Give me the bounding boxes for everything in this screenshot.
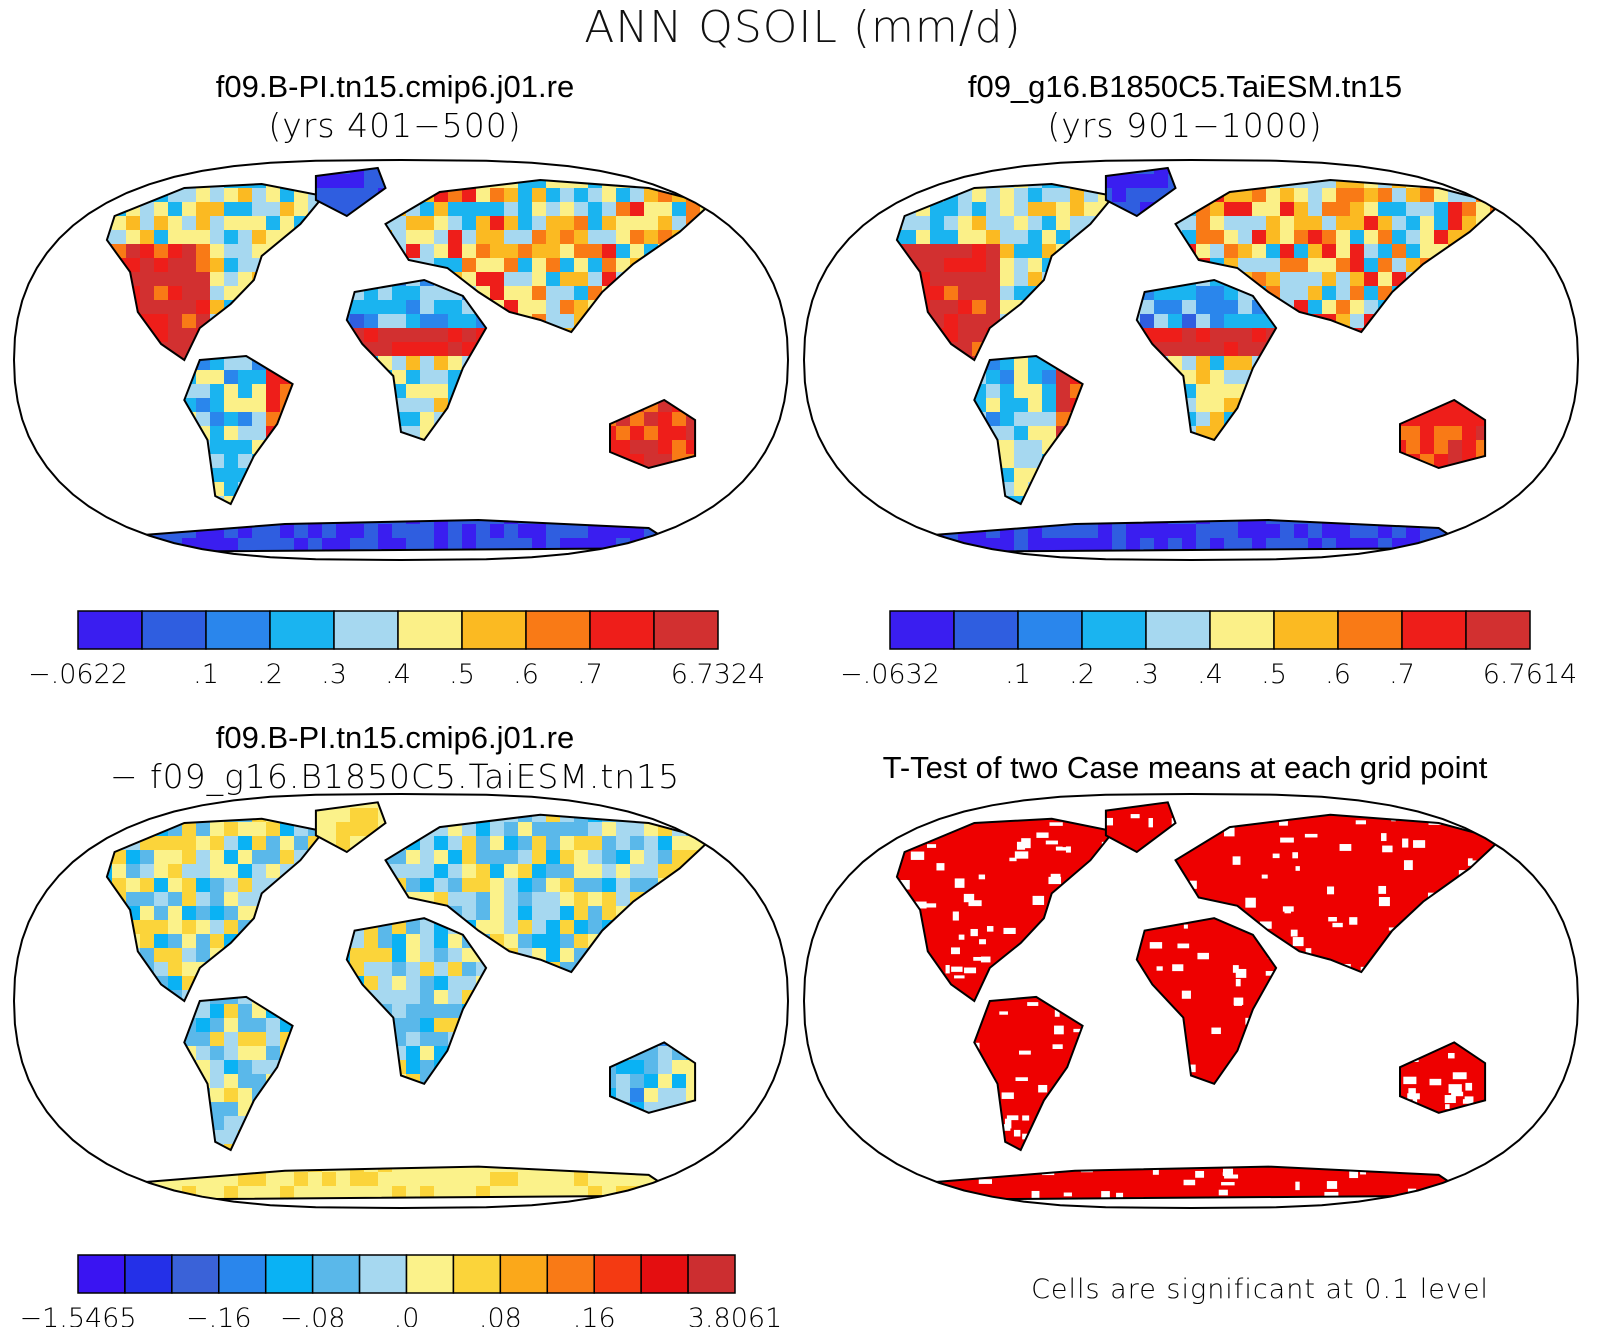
panel-case1-title-line2: (yrs 401−500): [0, 106, 790, 146]
panel-ttest-map-border: [802, 792, 1580, 1210]
colorbar-diff-swatch: [593, 1254, 642, 1294]
colorbar-case1-tick-label: −.0622: [28, 659, 128, 690]
colorbar-case1-tick-label: .2: [257, 659, 283, 690]
colorbar-diff-swatch: [77, 1254, 126, 1294]
panel-case2-title-line1: f09_g16.B1850C5.TaiESM.tn15: [790, 68, 1580, 106]
colorbar-diff: −1.5465 −.16 −.08 .0 .08 .16 3.8061: [19, 1254, 782, 1327]
colorbar-diff-tick-label: .08: [479, 1303, 522, 1327]
colorbar-case2-tick-label: −.0632: [840, 659, 940, 690]
colorbar-case1-swatch: [205, 610, 271, 650]
significance-footnote: Cells are significant at 0.1 level: [1000, 1274, 1520, 1305]
panel-diff-map: [12, 792, 790, 1210]
colorbar-diff-swatch: [499, 1254, 549, 1294]
colorbar-case2-swatch: [1337, 610, 1403, 650]
panel-case1-australia: [609, 398, 697, 470]
colorbar-case2-swatch: [1465, 610, 1531, 650]
colorbar-case2-tick-label: .1: [1005, 659, 1031, 690]
colorbar-case1-swatch: [269, 610, 335, 650]
panel-diff-north-america: [105, 817, 326, 1003]
colorbar-diff-tick-label: .0: [394, 1303, 420, 1327]
colorbar-case2-tick-label: .5: [1261, 659, 1287, 690]
colorbar-diff-swatch: [218, 1254, 267, 1294]
colorbar-diff-tick-label: −.08: [280, 1303, 346, 1327]
colorbar-case1-swatch: [141, 610, 207, 650]
colorbar-diff-swatch: [640, 1254, 689, 1294]
colorbar-diff-swatch: [405, 1254, 455, 1294]
colorbar-case2-tick-label: .3: [1133, 659, 1159, 690]
colorbar-case1-swatch: [333, 610, 399, 650]
main-title: ANN QSOIL (mm/d): [0, 2, 1606, 53]
colorbar-case2-swatch: [1017, 610, 1083, 650]
colorbar-diff-tick-label: .16: [573, 1303, 616, 1327]
panel-diff-map-border: [12, 792, 790, 1210]
colorbar-case2-swatch: [953, 610, 1019, 650]
panel-case2-title: f09_g16.B1850C5.TaiESM.tn15 (yrs 901−100…: [790, 68, 1580, 146]
panel-case2-map: [802, 158, 1580, 562]
colorbar-case2-tick-label: .7: [1389, 659, 1415, 690]
colorbar-case2-swatch: [1401, 610, 1467, 650]
colorbar-diff-tick-label: 3.8061: [688, 1303, 782, 1327]
colorbar-case2-swatch: [1209, 610, 1275, 650]
colorbar-diff-swatch: [171, 1254, 220, 1294]
panel-ttest-title-line1: T-Test of two Case means at each grid po…: [790, 749, 1580, 787]
colorbar-case1: −.0622 .1 .2 .3 .4 .5 .6 .7 6.7324: [28, 610, 765, 690]
colorbar-case1-tick-label: .4: [385, 659, 411, 690]
panel-diff-title-line1: f09.B-PI.tn15.cmip6.j01.re: [0, 719, 790, 757]
colorbar-diff-swatch: [546, 1254, 595, 1294]
colorbar-case2-swatch: [1273, 610, 1339, 650]
colorbar-diff-tick-label: −1.5465: [19, 1303, 136, 1327]
colorbar-case1-swatch: [589, 610, 655, 650]
colorbar-case1-tick-label: .6: [513, 659, 539, 690]
colorbar-case1-swatch: [525, 610, 591, 650]
colorbar-case1-tick-label: .5: [449, 659, 475, 690]
colorbar-case2: −.0632 .1 .2 .3 .4 .5 .6 .7 6.7614: [840, 610, 1577, 690]
colorbar-case1-swatch: [397, 610, 463, 650]
colorbar-case2-tick-label: .4: [1197, 659, 1223, 690]
panel-ttest-title: T-Test of two Case means at each grid po…: [790, 749, 1580, 787]
colorbar-case1-swatch: [77, 610, 143, 650]
panel-case1-map: [12, 158, 790, 562]
colorbar-case2-tick-label: .2: [1069, 659, 1095, 690]
panel-diff-title: f09.B-PI.tn15.cmip6.j01.re − f09_g16.B18…: [0, 719, 790, 797]
colorbar-diff-swatch: [311, 1254, 361, 1294]
colorbar-diff-tick-label: −.16: [186, 1303, 252, 1327]
panel-case2-map-border: [802, 158, 1580, 562]
colorbar-case1-swatch: [461, 610, 527, 650]
panel-diff-title-line2: − f09_g16.B1850C5.TaiESM.tn15: [0, 757, 790, 797]
colorbar-case2-tick-label: 6.7614: [1483, 659, 1577, 690]
colorbar-case2-swatch: [889, 610, 955, 650]
colorbar-case1-tick-label: .3: [321, 659, 347, 690]
colorbar-diff-swatch: [687, 1254, 736, 1294]
panel-case2-title-line2: (yrs 901−1000): [790, 106, 1580, 146]
panel-ttest-map: [802, 792, 1580, 1210]
colorbar-diff-swatch: [358, 1254, 408, 1294]
colorbar-case2-swatch: [1081, 610, 1147, 650]
colorbar-case1-swatch: [653, 610, 719, 650]
panel-case1-title-line1: f09.B-PI.tn15.cmip6.j01.re: [0, 68, 790, 106]
colorbar-diff-swatch: [264, 1254, 314, 1294]
colorbar-diff-swatch: [124, 1254, 173, 1294]
panel-case1-map-border: [12, 158, 790, 562]
colorbar-case1-tick-label: .7: [577, 659, 603, 690]
colorbar-diff-swatch: [452, 1254, 502, 1294]
colorbar-case1-tick-label: .1: [193, 659, 219, 690]
colorbar-case2-tick-label: .6: [1325, 659, 1351, 690]
panel-case1-title: f09.B-PI.tn15.cmip6.j01.re (yrs 401−500): [0, 68, 790, 146]
colorbar-case1-tick-label: 6.7324: [671, 659, 765, 690]
colorbar-case2-swatch: [1145, 610, 1211, 650]
